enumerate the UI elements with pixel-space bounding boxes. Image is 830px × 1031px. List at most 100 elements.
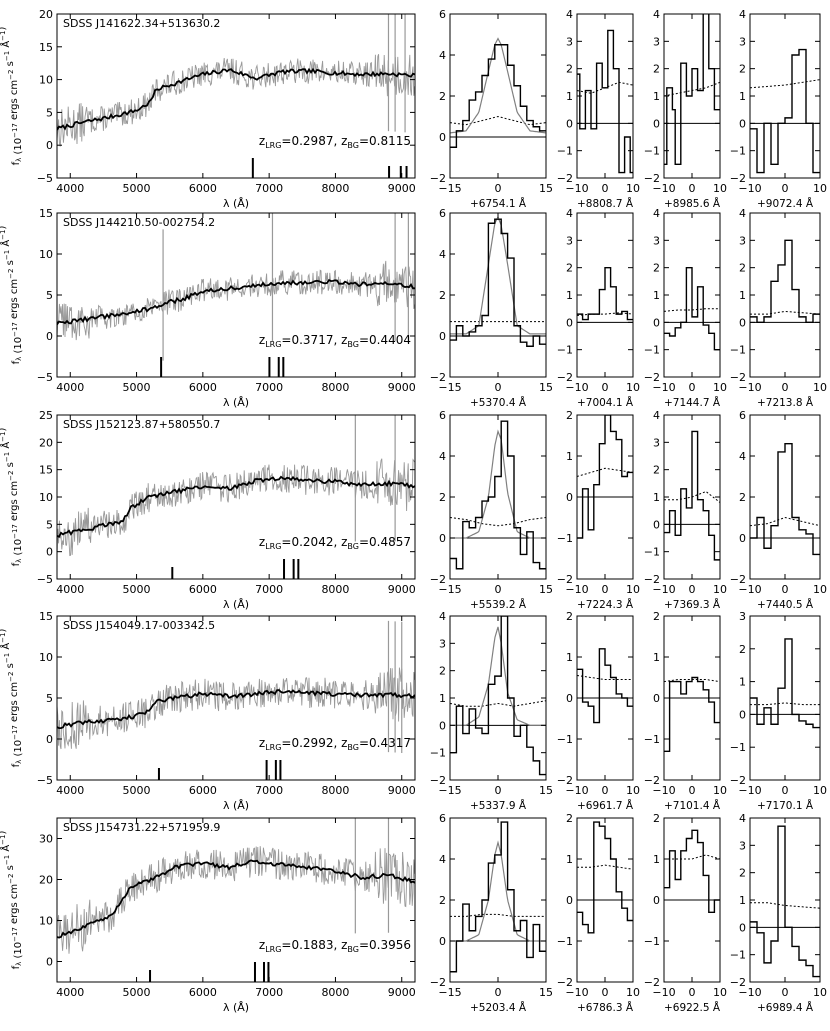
y-tick-label: 0 (566, 491, 573, 504)
y-tick-label: 2 (566, 63, 573, 76)
x-axis-label: +8985.6 Å (664, 197, 721, 210)
y-tick-label: 4 (439, 610, 446, 623)
y-tick-label: 0 (653, 692, 660, 705)
plot-area (750, 443, 820, 556)
y-tick-label: 3 (653, 436, 660, 449)
gaussian-fit (450, 626, 546, 726)
object-label: SDSS J154049.17-003342.5 (63, 619, 215, 632)
object-label: SDSS J152123.87+580550.7 (63, 418, 220, 431)
y-tick-label: 1 (439, 692, 446, 705)
x-tick-label: 15 (539, 986, 553, 999)
x-tick-label: 5000 (123, 381, 151, 394)
y-tick-label: 10 (39, 915, 53, 928)
redshift-label: zLRG=0.1883, zBG=0.3956 (259, 938, 411, 954)
noise-level-line (750, 79, 820, 89)
y-tick-label: 1 (739, 894, 746, 907)
x-tick-label: 10 (713, 182, 727, 195)
x-tick-label: 5000 (123, 986, 151, 999)
y-axis-label: fλ (10−17 ergs cm−2 s−1 Å−1) (0, 427, 24, 566)
y-tick-label: 10 (39, 651, 53, 664)
x-tick-label: −15 (438, 986, 461, 999)
x-tick-label: −10 (738, 182, 761, 195)
x-tick-label: 6000 (189, 583, 217, 596)
y-tick-label: 5 (46, 518, 53, 531)
y-tick-label: 0 (739, 921, 746, 934)
y-tick-label: 6 (439, 812, 446, 825)
x-tick-label: −15 (438, 583, 461, 596)
x-tick-label: −10 (738, 986, 761, 999)
gaussian-fit (450, 37, 546, 134)
flux-histogram (450, 616, 546, 776)
plot-area (664, 14, 720, 166)
plot-area (664, 829, 720, 913)
line-panel-12: +5539.2 Å −2 0 2 4 6 −15 0 15 (430, 409, 553, 611)
y-tick-label: 0 (566, 894, 573, 907)
spectrum-panel-16: SDSS J154049.17-003342.5 zLRG=0.2992, zBG… (0, 610, 416, 812)
y-tick-label: 4 (653, 207, 660, 220)
y-tick-label: 0 (653, 518, 660, 531)
noise-level-line (450, 115, 546, 126)
noise-level-line (577, 675, 633, 680)
y-tick-label: 0 (739, 117, 746, 130)
x-axis-label: +7440.5 Å (757, 598, 814, 611)
x-tick-label: 0 (602, 381, 609, 394)
y-tick-label: 1 (566, 853, 573, 866)
y-tick-label: 0 (739, 708, 746, 721)
y-tick-label: −1 (644, 935, 660, 948)
noise-level-line (750, 702, 820, 706)
y-tick-label: 2 (739, 63, 746, 76)
x-axis-label: λ (Å) (223, 396, 249, 409)
y-tick-label: −1 (557, 145, 573, 158)
model-spectrum (57, 278, 415, 325)
y-tick-label: −2 (557, 976, 573, 989)
flux-histogram (450, 821, 546, 973)
y-tick-label: 0 (46, 139, 53, 152)
y-tick-label: 3 (739, 234, 746, 247)
model-spectrum (57, 859, 415, 939)
y-tick-label: 4 (566, 207, 573, 220)
y-tick-label: 1 (653, 491, 660, 504)
x-tick-label: 5000 (123, 182, 151, 195)
plot-area (750, 48, 820, 174)
object-label: SDSS J144210.50-002754.2 (63, 216, 215, 229)
axes-frame (449, 212, 547, 378)
model-spectrum (57, 67, 415, 131)
y-tick-label: 10 (39, 74, 53, 87)
y-tick-label: −2 (730, 774, 746, 787)
x-tick-label: 7000 (255, 784, 283, 797)
x-tick-label: −15 (438, 182, 461, 195)
axes-frame (449, 414, 547, 580)
x-tick-label: 4000 (56, 381, 84, 394)
y-tick-label: 3 (653, 35, 660, 48)
y-tick-label: 0 (46, 546, 53, 559)
plot-area (450, 821, 546, 973)
x-tick-label: 0 (782, 784, 789, 797)
noise-level-line (450, 700, 546, 707)
x-tick-label: 15 (539, 583, 553, 596)
x-axis-label: +5539.2 Å (470, 598, 527, 611)
line-panel-2: +6754.1 Å −2 0 2 4 6 −15 0 15 (430, 8, 553, 210)
observed-spectrum (57, 260, 415, 341)
y-tick-label: 4 (566, 8, 573, 21)
flux-histogram (750, 638, 820, 729)
noise-level-line (750, 516, 820, 527)
y-tick-label: −1 (557, 344, 573, 357)
x-tick-label: 4000 (56, 583, 84, 596)
x-tick-label: 10 (626, 182, 640, 195)
y-tick-label: −1 (644, 733, 660, 746)
plot-area (577, 821, 633, 934)
plot-area (450, 616, 546, 776)
y-tick-label: 5 (46, 289, 53, 302)
x-tick-label: 4000 (56, 784, 84, 797)
y-tick-label: −2 (644, 371, 660, 384)
y-tick-label: 0 (46, 956, 53, 969)
flux-histogram (577, 29, 633, 174)
noise-level-line (664, 854, 720, 860)
x-axis-label: +6961.7 Å (577, 799, 634, 812)
flux-histogram (450, 218, 546, 347)
y-tick-label: −2 (730, 976, 746, 989)
flux-histogram (664, 829, 720, 913)
x-tick-label: 7000 (255, 182, 283, 195)
